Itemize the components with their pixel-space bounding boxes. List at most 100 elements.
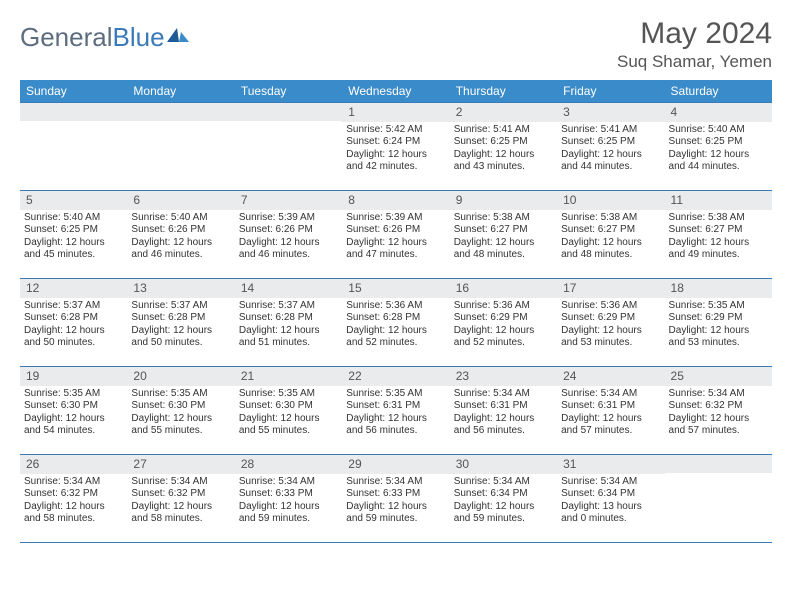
day-cell: 23Sunrise: 5:34 AMSunset: 6:31 PMDayligh… [450, 366, 557, 454]
day-number: 10 [557, 191, 664, 210]
day-number: 26 [20, 455, 127, 474]
day-cell: 9Sunrise: 5:38 AMSunset: 6:27 PMDaylight… [450, 190, 557, 278]
day-details: Sunrise: 5:42 AMSunset: 6:24 PMDaylight:… [342, 122, 449, 178]
daylight-line: Daylight: 12 hours and 44 minutes. [561, 149, 660, 174]
day-details: Sunrise: 5:36 AMSunset: 6:29 PMDaylight:… [557, 298, 664, 354]
logo-mark-icon [167, 20, 189, 51]
daylight-line: Daylight: 12 hours and 48 minutes. [561, 237, 660, 262]
day-cell: 4Sunrise: 5:40 AMSunset: 6:25 PMDaylight… [665, 102, 772, 190]
day-details: Sunrise: 5:37 AMSunset: 6:28 PMDaylight:… [127, 298, 234, 354]
day-number: 13 [127, 279, 234, 298]
day-number: 8 [342, 191, 449, 210]
sunset-line: Sunset: 6:25 PM [669, 136, 768, 149]
day-details: Sunrise: 5:34 AMSunset: 6:31 PMDaylight:… [557, 386, 664, 442]
daylight-line: Daylight: 12 hours and 50 minutes. [24, 325, 123, 350]
calendar-row: 5Sunrise: 5:40 AMSunset: 6:25 PMDaylight… [20, 190, 772, 278]
sunrise-line: Sunrise: 5:34 AM [454, 388, 553, 401]
sunset-line: Sunset: 6:25 PM [561, 136, 660, 149]
day-number: 5 [20, 191, 127, 210]
daylight-line: Daylight: 12 hours and 49 minutes. [669, 237, 768, 262]
sunset-line: Sunset: 6:26 PM [346, 224, 445, 237]
day-number: 2 [450, 103, 557, 122]
sunset-line: Sunset: 6:25 PM [24, 224, 123, 237]
daylight-line: Daylight: 12 hours and 55 minutes. [239, 413, 338, 438]
day-details: Sunrise: 5:36 AMSunset: 6:29 PMDaylight:… [450, 298, 557, 354]
day-number: 27 [127, 455, 234, 474]
sunset-line: Sunset: 6:32 PM [131, 488, 230, 501]
weekday-header: Wednesday [342, 80, 449, 103]
sunrise-line: Sunrise: 5:39 AM [346, 212, 445, 225]
day-number: 4 [665, 103, 772, 122]
day-number: 18 [665, 279, 772, 298]
sunset-line: Sunset: 6:26 PM [131, 224, 230, 237]
sunset-line: Sunset: 6:31 PM [561, 400, 660, 413]
sunrise-line: Sunrise: 5:38 AM [561, 212, 660, 225]
weekday-header: Thursday [450, 80, 557, 103]
day-number: 7 [235, 191, 342, 210]
sunset-line: Sunset: 6:28 PM [24, 312, 123, 325]
sunset-line: Sunset: 6:30 PM [239, 400, 338, 413]
day-details: Sunrise: 5:35 AMSunset: 6:29 PMDaylight:… [665, 298, 772, 354]
daylight-line: Daylight: 12 hours and 44 minutes. [669, 149, 768, 174]
sunrise-line: Sunrise: 5:36 AM [346, 300, 445, 313]
daylight-line: Daylight: 12 hours and 48 minutes. [454, 237, 553, 262]
day-details: Sunrise: 5:34 AMSunset: 6:34 PMDaylight:… [557, 474, 664, 530]
sunset-line: Sunset: 6:28 PM [131, 312, 230, 325]
sunrise-line: Sunrise: 5:35 AM [24, 388, 123, 401]
day-details: Sunrise: 5:35 AMSunset: 6:30 PMDaylight:… [20, 386, 127, 442]
bottom-rule [20, 542, 772, 543]
weekday-header: Tuesday [235, 80, 342, 103]
sunset-line: Sunset: 6:29 PM [669, 312, 768, 325]
day-details: Sunrise: 5:38 AMSunset: 6:27 PMDaylight:… [450, 210, 557, 266]
sunset-line: Sunset: 6:28 PM [346, 312, 445, 325]
day-cell: 19Sunrise: 5:35 AMSunset: 6:30 PMDayligh… [20, 366, 127, 454]
sunset-line: Sunset: 6:28 PM [239, 312, 338, 325]
daylight-line: Daylight: 12 hours and 53 minutes. [561, 325, 660, 350]
sunset-line: Sunset: 6:31 PM [346, 400, 445, 413]
daylight-line: Daylight: 12 hours and 57 minutes. [669, 413, 768, 438]
sunrise-line: Sunrise: 5:34 AM [669, 388, 768, 401]
day-cell: 20Sunrise: 5:35 AMSunset: 6:30 PMDayligh… [127, 366, 234, 454]
page-header: GeneralBlue May 2024 Suq Shamar, Yemen [20, 18, 772, 72]
day-details: Sunrise: 5:36 AMSunset: 6:28 PMDaylight:… [342, 298, 449, 354]
sunset-line: Sunset: 6:34 PM [561, 488, 660, 501]
day-number: 9 [450, 191, 557, 210]
day-number: 16 [450, 279, 557, 298]
day-number: 29 [342, 455, 449, 474]
day-details: Sunrise: 5:40 AMSunset: 6:25 PMDaylight:… [20, 210, 127, 266]
day-number: 15 [342, 279, 449, 298]
day-cell: 18Sunrise: 5:35 AMSunset: 6:29 PMDayligh… [665, 278, 772, 366]
sunrise-line: Sunrise: 5:37 AM [24, 300, 123, 313]
day-cell: 22Sunrise: 5:35 AMSunset: 6:31 PMDayligh… [342, 366, 449, 454]
sunset-line: Sunset: 6:34 PM [454, 488, 553, 501]
day-number: 23 [450, 367, 557, 386]
sunset-line: Sunset: 6:26 PM [239, 224, 338, 237]
sunrise-line: Sunrise: 5:34 AM [131, 476, 230, 489]
day-number: 31 [557, 455, 664, 474]
day-cell: 21Sunrise: 5:35 AMSunset: 6:30 PMDayligh… [235, 366, 342, 454]
daylight-line: Daylight: 12 hours and 47 minutes. [346, 237, 445, 262]
sunrise-line: Sunrise: 5:34 AM [24, 476, 123, 489]
sunset-line: Sunset: 6:27 PM [561, 224, 660, 237]
weekday-header: Friday [557, 80, 664, 103]
sunrise-line: Sunrise: 5:35 AM [239, 388, 338, 401]
day-details: Sunrise: 5:34 AMSunset: 6:31 PMDaylight:… [450, 386, 557, 442]
day-number: 12 [20, 279, 127, 298]
day-cell: 12 Sunrise: 5:37 AMSunset: 6:28 PMDayligh… [20, 278, 127, 366]
sunset-line: Sunset: 6:25 PM [454, 136, 553, 149]
calendar-row: 1Sunrise: 5:42 AMSunset: 6:24 PMDaylight… [20, 102, 772, 190]
day-cell: 24Sunrise: 5:34 AMSunset: 6:31 PMDayligh… [557, 366, 664, 454]
daylight-line: Daylight: 12 hours and 51 minutes. [239, 325, 338, 350]
sunrise-line: Sunrise: 5:36 AM [561, 300, 660, 313]
sunrise-line: Sunrise: 5:34 AM [561, 388, 660, 401]
sunrise-line: Sunrise: 5:37 AM [239, 300, 338, 313]
daylight-line: Daylight: 12 hours and 43 minutes. [454, 149, 553, 174]
sunset-line: Sunset: 6:30 PM [24, 400, 123, 413]
sunrise-line: Sunrise: 5:40 AM [669, 124, 768, 137]
sunset-line: Sunset: 6:27 PM [669, 224, 768, 237]
daylight-line: Daylight: 12 hours and 46 minutes. [131, 237, 230, 262]
day-cell: 16Sunrise: 5:36 AMSunset: 6:29 PMDayligh… [450, 278, 557, 366]
day-details: Sunrise: 5:40 AMSunset: 6:25 PMDaylight:… [665, 122, 772, 178]
sunrise-line: Sunrise: 5:34 AM [239, 476, 338, 489]
sunrise-line: Sunrise: 5:41 AM [454, 124, 553, 137]
